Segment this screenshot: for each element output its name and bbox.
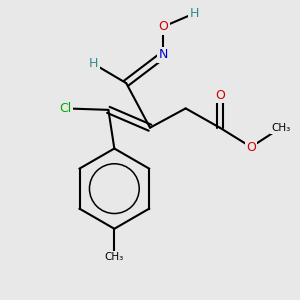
Text: CH₃: CH₃: [105, 252, 124, 262]
Text: O: O: [246, 140, 256, 154]
Text: CH₃: CH₃: [271, 123, 290, 133]
Text: H: H: [190, 7, 199, 20]
Text: H: H: [89, 57, 98, 70]
Text: O: O: [158, 20, 168, 33]
Text: Cl: Cl: [59, 102, 71, 115]
Text: O: O: [215, 88, 225, 101]
Text: N: N: [159, 48, 168, 62]
